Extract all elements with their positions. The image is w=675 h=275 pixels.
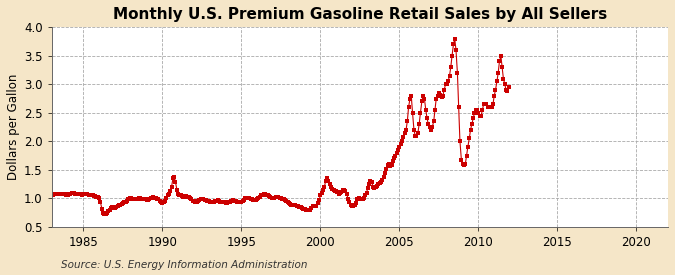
Text: Source: U.S. Energy Information Administration: Source: U.S. Energy Information Administ…: [61, 260, 307, 270]
Y-axis label: Dollars per Gallon: Dollars per Gallon: [7, 74, 20, 180]
Title: Monthly U.S. Premium Gasoline Retail Sales by All Sellers: Monthly U.S. Premium Gasoline Retail Sal…: [113, 7, 607, 22]
